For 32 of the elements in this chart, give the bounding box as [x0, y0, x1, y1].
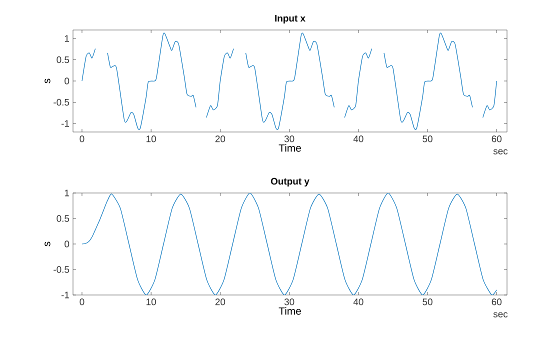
- x-tick-label: 30: [284, 136, 294, 142]
- y-tick-label: -1: [61, 292, 70, 298]
- x-tick-label: 0: [80, 136, 84, 142]
- y-axis-title: s: [44, 242, 50, 246]
- y-axis-title: s: [44, 78, 50, 84]
- x-tick-label: 40: [353, 136, 364, 142]
- y-tick-label: -1: [61, 120, 70, 127]
- x-axis-title: Time: [278, 307, 301, 315]
- x-tick-label: 60: [492, 136, 502, 142]
- x-tick-label: 50: [422, 298, 432, 306]
- y-tick-label: 0.5: [56, 215, 70, 222]
- chart-title: Input x: [275, 15, 306, 24]
- chart-title: Output y: [270, 178, 310, 187]
- x-axis-title: Time: [278, 144, 301, 152]
- y-tick-label: 0.5: [56, 56, 70, 64]
- y-tick-label: -0.5: [54, 266, 70, 273]
- x-tick-label: 20: [215, 298, 226, 306]
- x-tick-label: 10: [146, 298, 156, 306]
- y-tick-label: 0: [64, 78, 70, 84]
- x-tick-label: 30: [284, 298, 294, 306]
- x-tick-label: 0: [80, 298, 84, 306]
- x-tick-label: 40: [353, 298, 364, 306]
- x-tick-label: 10: [146, 136, 156, 142]
- x-tick-label: 50: [422, 136, 432, 142]
- y-tick-label: -0.5: [54, 98, 70, 106]
- x-tick-label: 60: [492, 298, 502, 306]
- y-tick-label: 0: [64, 240, 70, 248]
- text: sec: [493, 312, 508, 318]
- text: sec: [493, 149, 508, 154]
- x-tick-label: 20: [215, 136, 226, 142]
- y-tick-label: 1: [64, 35, 70, 42]
- y-tick-label: 1: [64, 190, 70, 196]
